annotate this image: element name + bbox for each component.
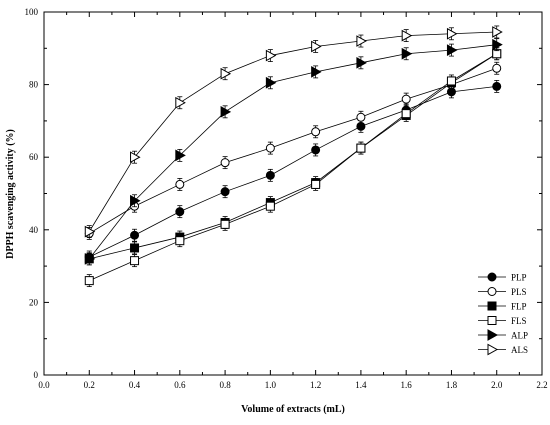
legend-label-flp: FLP bbox=[511, 302, 527, 312]
y-axis-title: DPPH scavenging activity (%) bbox=[5, 129, 16, 259]
legend-label-als: ALS bbox=[511, 345, 528, 355]
data-point-fls bbox=[220, 219, 230, 229]
legend-label-pls: PLS bbox=[511, 287, 527, 297]
data-point-plp bbox=[492, 81, 502, 91]
data-point-als bbox=[265, 49, 277, 62]
data-point-pls bbox=[356, 112, 366, 122]
plot-frame bbox=[43, 11, 543, 376]
y-tick-label: 60 bbox=[29, 152, 39, 162]
data-point-alp bbox=[220, 105, 232, 118]
data-point-plp bbox=[220, 187, 230, 197]
data-point-alp bbox=[492, 38, 503, 51]
data-point-fls bbox=[84, 276, 94, 286]
x-tick-label: 1.6 bbox=[401, 380, 413, 390]
data-point-pls bbox=[311, 127, 321, 137]
x-tick-label: 0.4 bbox=[129, 380, 141, 390]
x-tick-label: 0.2 bbox=[84, 380, 95, 390]
data-point-plp bbox=[175, 207, 185, 217]
legend-label-plp: PLP bbox=[511, 273, 527, 283]
series-line-pls bbox=[89, 67, 497, 234]
axes-group: 0.0 0.2 0.4 0.6 0.8 1.0 1.2 1.4 1.6 1.8 2.0 2.2 0 20 4… bbox=[25, 7, 548, 390]
legend-marker-plp bbox=[487, 272, 497, 282]
x-tick-label: 1.0 bbox=[265, 380, 277, 390]
data-point-plp bbox=[311, 145, 321, 155]
data-point-als bbox=[130, 151, 141, 164]
data-point-plp bbox=[265, 170, 275, 180]
y-tick-label: 40 bbox=[29, 225, 39, 235]
legend: PLP PLS FLP FLS ALP ALS bbox=[478, 272, 528, 356]
legend-label-alp: ALP bbox=[511, 331, 528, 341]
legend-marker-flp bbox=[487, 301, 497, 311]
data-point-alp bbox=[265, 76, 277, 89]
x-axis-title: Volume of extracts (mL) bbox=[241, 404, 345, 415]
series-line-als bbox=[88, 31, 497, 232]
data-point-als bbox=[311, 40, 322, 53]
x-tick-label: 0.6 bbox=[174, 380, 186, 390]
data-point-flp bbox=[130, 243, 140, 253]
data-point-pls bbox=[265, 143, 275, 153]
series-line-alp bbox=[88, 44, 497, 260]
legend-label-fls: FLS bbox=[511, 316, 527, 326]
data-point-alp bbox=[401, 47, 413, 60]
x-tick-label: 2.0 bbox=[491, 380, 503, 390]
data-point-fls bbox=[175, 236, 185, 246]
y-tick-label: 20 bbox=[29, 297, 39, 307]
x-tick-label: 1.8 bbox=[446, 380, 458, 390]
data-point-fls bbox=[265, 201, 275, 211]
data-point-als bbox=[492, 26, 503, 38]
data-point-als bbox=[175, 96, 186, 109]
data-point-als bbox=[446, 27, 458, 40]
data-point-fls bbox=[446, 76, 456, 86]
data-point-pls bbox=[220, 158, 230, 168]
data-point-fls bbox=[356, 143, 366, 153]
data-point-als bbox=[401, 29, 413, 42]
series-line-flp bbox=[89, 53, 497, 260]
legend-marker-als bbox=[487, 343, 499, 356]
data-point-alp bbox=[311, 66, 322, 78]
x-tick-label: 2.2 bbox=[536, 380, 547, 390]
data-point-alp bbox=[130, 194, 141, 207]
y-tick-label: 0 bbox=[34, 370, 39, 380]
data-point-alp bbox=[356, 56, 367, 69]
data-point-als bbox=[356, 35, 367, 47]
y-tick-label: 80 bbox=[29, 80, 39, 90]
legend-marker-alp bbox=[487, 329, 499, 341]
data-point-fls bbox=[401, 109, 411, 119]
data-point-alp bbox=[84, 252, 96, 265]
data-point-fls bbox=[311, 179, 321, 189]
x-tick-label: 1.2 bbox=[310, 380, 321, 390]
data-point-plp bbox=[130, 230, 140, 240]
x-tick-label: 0.8 bbox=[219, 380, 231, 390]
data-point-pls bbox=[492, 63, 502, 73]
data-point-alp bbox=[175, 149, 186, 162]
x-tick-label: 0.0 bbox=[38, 380, 50, 390]
series-line-plp bbox=[89, 86, 497, 258]
data-point-pls bbox=[175, 179, 185, 189]
data-point-alp bbox=[446, 44, 458, 56]
series-line-fls bbox=[89, 53, 497, 281]
legend-marker-pls bbox=[487, 287, 497, 296]
series-lines-group bbox=[88, 31, 497, 281]
y-tick-label: 100 bbox=[25, 7, 39, 17]
data-point-fls bbox=[130, 256, 140, 266]
x-tick-label: 1.4 bbox=[355, 380, 367, 390]
legend-marker-fls bbox=[487, 316, 497, 325]
data-point-pls bbox=[401, 94, 411, 104]
data-point-als bbox=[84, 225, 96, 238]
series-markers-group bbox=[84, 25, 503, 288]
data-point-als bbox=[220, 67, 232, 80]
